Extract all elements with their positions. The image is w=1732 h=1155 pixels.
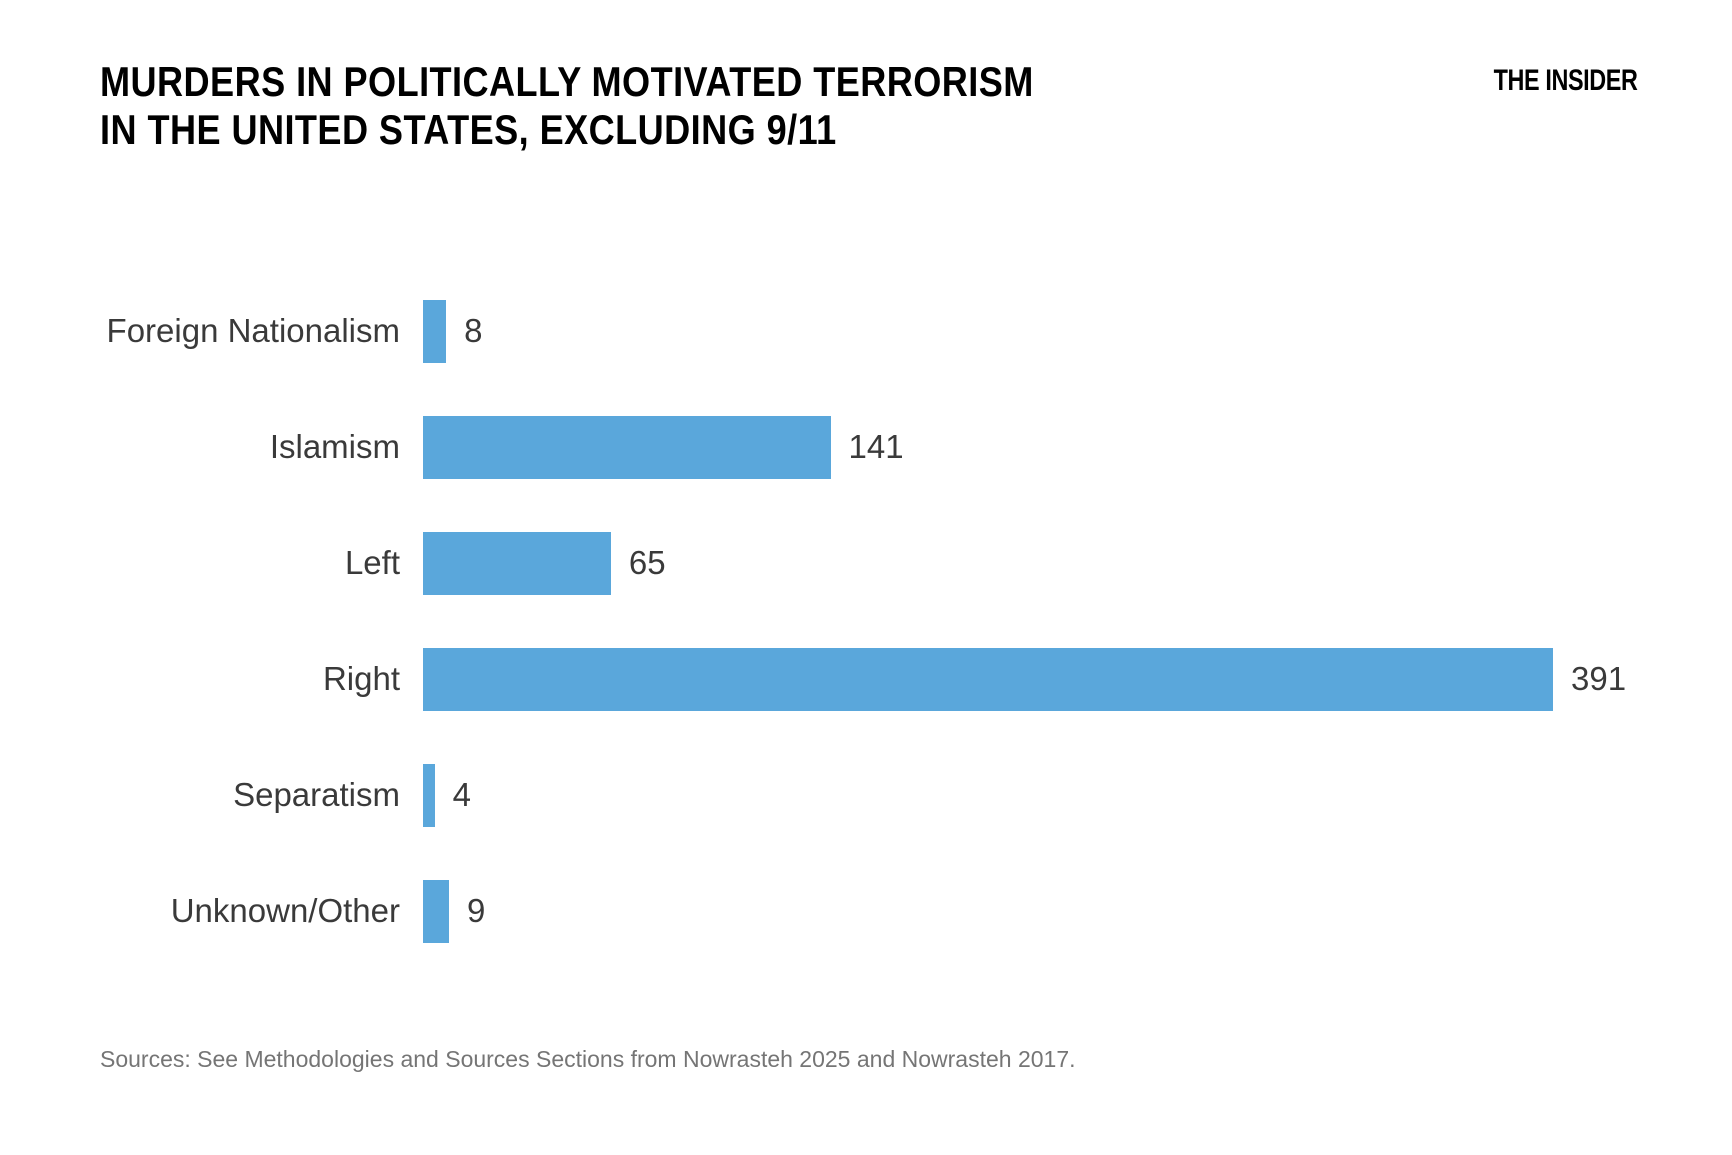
bar-chart: Foreign Nationalism 8 Islamism 141 Left …: [100, 273, 1690, 969]
category-label: Separatism: [233, 776, 400, 813]
bar-track: 141: [423, 389, 1690, 505]
chart-row: Left 65: [100, 505, 1690, 621]
page-title-line1: MURDERS IN POLITICALLY MOTIVATED TERRORI…: [100, 58, 1034, 105]
value-label: 4: [452, 776, 471, 813]
bar: [423, 299, 447, 363]
chart-row: Islamism 141: [100, 389, 1690, 505]
bar-track: 391: [423, 621, 1690, 737]
bar: [423, 647, 1553, 711]
value-label: 65: [628, 544, 666, 581]
bar-track: 65: [423, 505, 1690, 621]
category-label: Right: [322, 660, 400, 697]
category-label: Left: [344, 544, 400, 581]
value-label: 8: [464, 312, 483, 349]
bar: [423, 879, 449, 943]
bar: [423, 531, 611, 595]
chart-row: Separatism 4: [100, 737, 1690, 853]
chart-row: Right 391: [100, 621, 1690, 737]
value-label: 141: [848, 428, 904, 465]
value-label: 9: [467, 892, 486, 929]
page-title-line2: IN THE UNITED STATES, EXCLUDING 9/11: [100, 106, 837, 154]
chart-row: Unknown/Other 9: [100, 853, 1690, 969]
category-label: Unknown/Other: [170, 892, 400, 929]
bar: [423, 415, 831, 479]
category-label: Islamism: [269, 428, 400, 465]
page-title: MURDERS IN POLITICALLY MOTIVATED TERRORI…: [100, 58, 1034, 155]
chart-row: Foreign Nationalism 8: [100, 273, 1690, 389]
bar-track: 8: [423, 273, 1690, 389]
brand-logo: THE INSIDER: [1494, 64, 1638, 97]
category-label: Foreign Nationalism: [106, 312, 400, 349]
bar-track: 4: [423, 737, 1690, 853]
bar-track: 9: [423, 853, 1690, 969]
value-label: 391: [1571, 660, 1627, 697]
source-note: Sources: See Methodologies and Sources S…: [100, 1046, 1076, 1072]
bar: [423, 763, 435, 827]
